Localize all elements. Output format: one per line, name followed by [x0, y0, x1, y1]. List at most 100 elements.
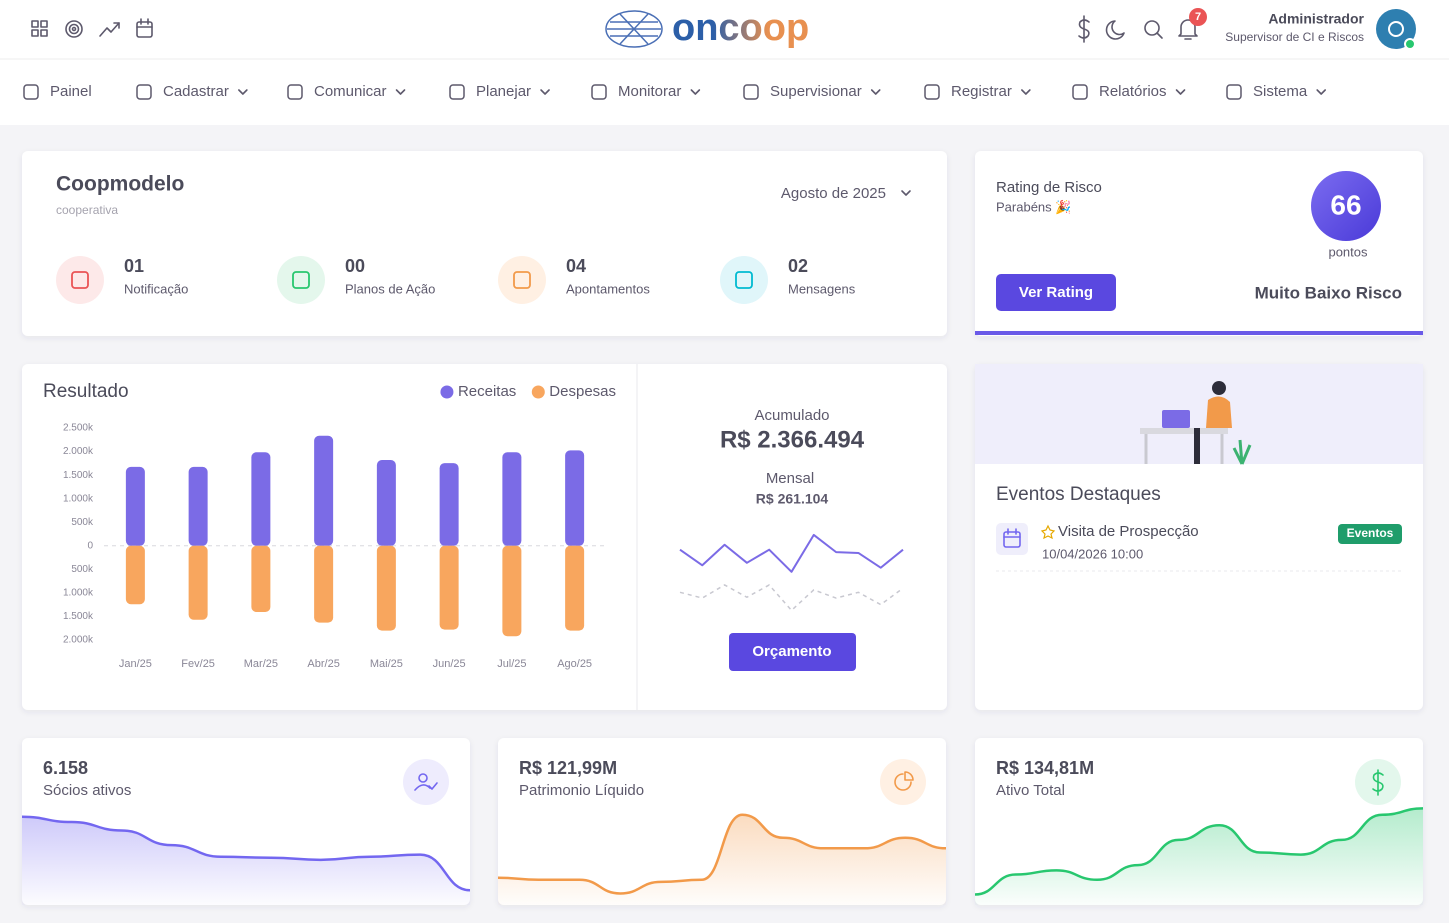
topbar — [0, 0, 1449, 58]
stat-icon — [56, 256, 104, 304]
bar — [439, 463, 459, 546]
nav-item[interactable]: Registrar — [951, 83, 1012, 100]
bar — [251, 452, 271, 546]
nav-icon[interactable] — [1072, 84, 1088, 100]
nav-item[interactable]: Cadastrar — [163, 83, 229, 100]
illustration — [1140, 381, 1252, 465]
bar — [376, 460, 396, 546]
x-tick-label: Mai/25 — [370, 658, 403, 670]
card — [22, 151, 947, 336]
bar — [125, 545, 145, 605]
score: 66 — [1330, 189, 1361, 220]
nav-icon[interactable] — [591, 84, 607, 100]
rating-subtitle: Parabéns 🎉 — [996, 199, 1071, 215]
budget-button-label[interactable]: Orçamento — [752, 643, 831, 660]
area — [975, 808, 1423, 905]
avatar[interactable] — [1376, 9, 1416, 49]
nav-icon[interactable] — [136, 84, 152, 100]
x-tick-label: Abr/25 — [307, 658, 339, 670]
chevron[interactable] — [690, 89, 701, 95]
score-circle — [1311, 171, 1381, 241]
x-tick-label: Jul/25 — [497, 658, 526, 670]
x-tick-label: Fev/25 — [181, 658, 215, 670]
kpi-label: Sócios ativos — [43, 782, 131, 799]
nav-icon[interactable] — [743, 84, 759, 100]
card — [22, 364, 947, 710]
y-tick-label: 1.000k — [63, 493, 94, 504]
stat-icon — [277, 256, 325, 304]
kpi-icon — [403, 759, 449, 805]
logo[interactable]: oncoop — [672, 7, 809, 49]
kpi-icon — [880, 759, 926, 805]
line — [679, 533, 904, 573]
event-name[interactable]: Visita de Prospecção — [1058, 523, 1199, 540]
stats: 01 Notificação 00 Planos de Ação 04 Apontamen… — [56, 256, 856, 304]
chevron[interactable] — [901, 190, 911, 196]
event-icon — [1003, 528, 1021, 548]
chart-title: Resultado — [43, 381, 129, 402]
area-chart — [497, 813, 947, 905]
bar — [251, 545, 271, 612]
stat-count: 02 — [788, 256, 808, 276]
legend-label: Despesas — [549, 383, 616, 400]
bar — [188, 545, 208, 620]
top-icons[interactable] — [31, 18, 153, 38]
kpi-glyph — [414, 773, 438, 791]
nav-item[interactable]: Monitorar — [618, 83, 681, 100]
chevron[interactable] — [238, 89, 248, 95]
kpi-glyph — [894, 771, 914, 791]
card-accent — [975, 331, 1423, 335]
event-icon-bg — [996, 523, 1028, 555]
nav-item[interactable]: Comunicar — [314, 83, 387, 100]
nav: Painel Cadastrar Comunicar Planejar Monitora… — [23, 83, 1326, 100]
chevron[interactable] — [395, 89, 406, 95]
bar — [125, 466, 145, 546]
chevron[interactable] — [1175, 89, 1186, 95]
navbar — [0, 58, 1449, 125]
rating-button-label[interactable]: Ver Rating — [1019, 284, 1093, 301]
coop-subtitle: cooperativa — [56, 203, 118, 217]
monthly-label: Mensal — [766, 470, 814, 487]
area-chart — [974, 807, 1424, 905]
event-tag-label: Eventos — [1347, 526, 1394, 540]
chevron[interactable] — [540, 89, 550, 95]
line — [497, 813, 947, 895]
bar — [439, 545, 459, 630]
score-unit: pontos — [1328, 244, 1368, 259]
chevron[interactable] — [1021, 89, 1031, 95]
nav-icon[interactable] — [23, 84, 39, 100]
nav-icon[interactable] — [1226, 84, 1242, 100]
accumulated: R$ 2.366.494 — [720, 426, 865, 453]
kpi-value: R$ 134,81M — [996, 758, 1094, 778]
stat-count: 01 — [124, 256, 144, 276]
chevron[interactable] — [870, 89, 881, 95]
budget-button[interactable] — [729, 633, 856, 671]
nav-item[interactable]: Supervisionar — [770, 83, 862, 100]
nav-icon[interactable] — [449, 84, 465, 100]
bar-chart: 2.500k 2.000k 1.500k 1.000k 500k 0 500k 1.000k 1… — [63, 383, 616, 670]
bar — [314, 435, 334, 546]
logo-mark — [605, 10, 663, 48]
avatar-glyph — [1388, 21, 1404, 37]
kpi-value: R$ 121,99M — [519, 758, 617, 778]
x-tick-label: Ago/25 — [557, 658, 592, 670]
event-tag — [1338, 524, 1402, 544]
period[interactable]: Agosto de 2025 — [781, 185, 886, 202]
rating-button[interactable] — [996, 274, 1116, 311]
nav-item[interactable]: Sistema — [1253, 83, 1308, 100]
nav-item[interactable]: Painel — [50, 83, 92, 100]
area — [22, 816, 470, 905]
status-dot — [1404, 38, 1416, 50]
area-chart — [21, 815, 471, 905]
x-tick-label: Jun/25 — [433, 658, 466, 670]
nav-icon[interactable] — [924, 84, 940, 100]
area — [498, 814, 946, 905]
nav-icon[interactable] — [287, 84, 303, 100]
nav-item[interactable]: Planejar — [476, 83, 531, 100]
y-tick-label: 2.000k — [63, 446, 94, 457]
chevron[interactable] — [1316, 89, 1326, 95]
line — [974, 807, 1424, 896]
nav-item[interactable]: Relatórios — [1099, 83, 1167, 100]
